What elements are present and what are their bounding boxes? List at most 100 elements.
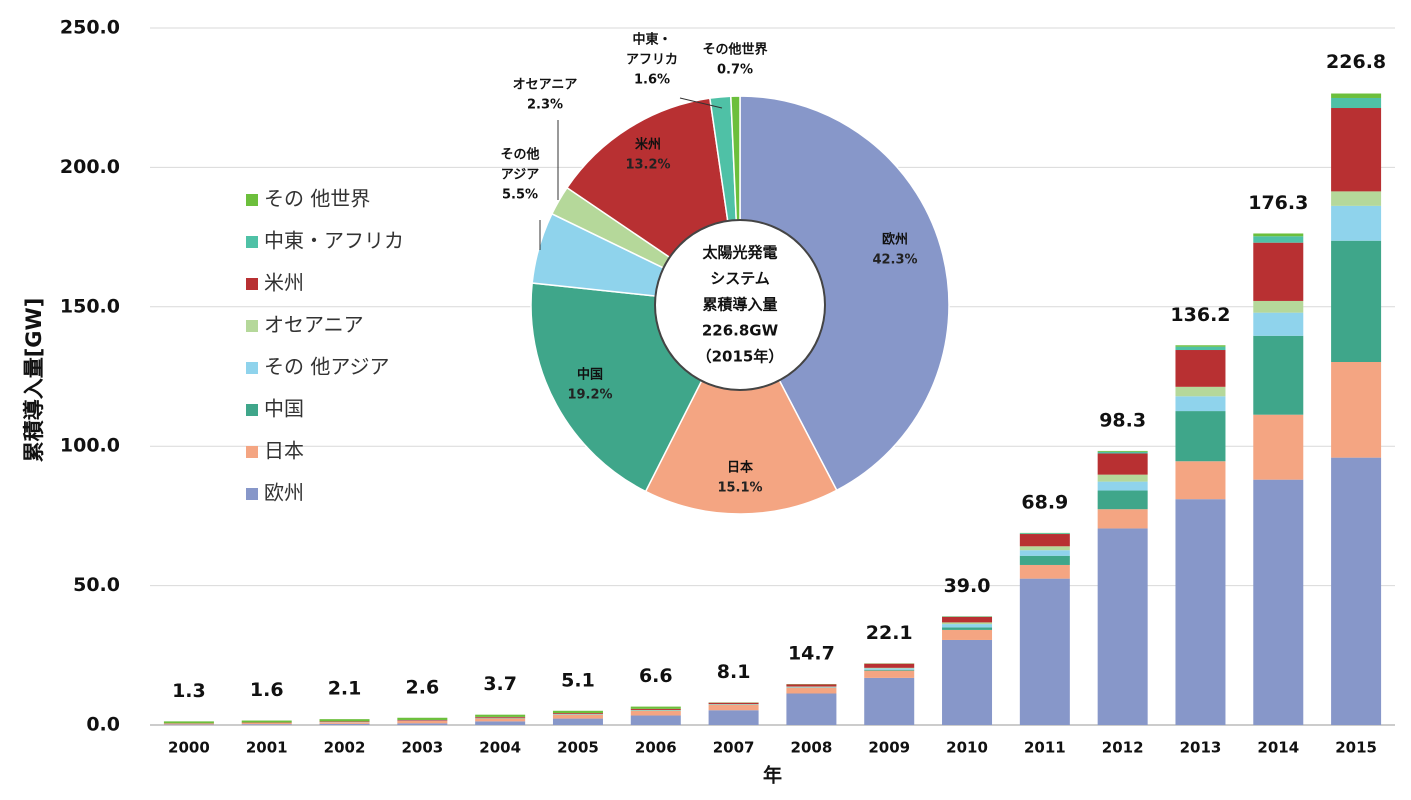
bar-segment — [1331, 457, 1382, 725]
x-tick-label: 2006 — [635, 739, 677, 757]
legend-label: 中国 — [264, 397, 304, 421]
x-tick-label: 2015 — [1335, 739, 1377, 757]
bar-segment — [864, 670, 915, 678]
x-tick-label: 2008 — [791, 739, 833, 757]
bar-segment — [942, 616, 993, 623]
total-label: 226.8 — [1326, 51, 1386, 73]
bar-segment — [552, 718, 603, 725]
bar-segment — [1019, 578, 1070, 725]
bar-segment — [1331, 97, 1382, 109]
bar-segment — [630, 710, 681, 716]
bar-segment — [864, 669, 915, 671]
bar-segment — [319, 719, 370, 722]
legend-swatch — [246, 404, 258, 416]
bar-segment — [319, 721, 370, 722]
total-label: 3.7 — [483, 673, 517, 695]
y-tick-label: 100.0 — [60, 435, 120, 457]
bar-segment — [1097, 481, 1148, 491]
bar-segment — [708, 710, 759, 725]
donut-hole — [654, 219, 826, 391]
donut-slice — [739, 95, 950, 492]
bar-segment — [1253, 300, 1304, 313]
bar-segment — [1253, 236, 1304, 243]
bar-segment — [1019, 546, 1070, 551]
legend-label: 日本 — [264, 439, 304, 463]
center-text: 累積導入量 — [702, 296, 777, 314]
total-label: 6.6 — [639, 665, 673, 687]
bar-segment — [163, 724, 214, 725]
total-label: 136.2 — [1170, 304, 1230, 326]
bar-segment — [163, 721, 214, 724]
bar-segment — [942, 629, 993, 640]
bar-segment — [1175, 461, 1226, 500]
bar-segment — [786, 686, 837, 688]
bar-segment — [475, 716, 526, 718]
bar-segment — [319, 722, 370, 724]
bar-segment — [163, 723, 214, 725]
bar-segment — [1331, 362, 1382, 458]
bar-segment — [1097, 474, 1148, 482]
legend-swatch — [246, 194, 258, 206]
bar-segment — [319, 723, 370, 725]
legend-swatch — [246, 446, 258, 458]
legend-label: 中東・アフリカ — [264, 229, 404, 253]
bar-segment — [1097, 450, 1148, 452]
bar-segment — [942, 627, 993, 630]
bar-segment — [1331, 191, 1382, 206]
x-tick-label: 2013 — [1180, 739, 1222, 757]
bar-segment — [1175, 411, 1226, 462]
bar-segment — [786, 687, 837, 694]
x-axis-title: 年 — [763, 764, 782, 787]
center-text: （2015年） — [697, 348, 784, 366]
x-tick-label: 2003 — [401, 739, 443, 757]
bar-segment — [630, 706, 681, 709]
bar-segment — [1097, 453, 1148, 475]
y-tick-label: 0.0 — [86, 714, 120, 736]
bar-segment — [1019, 564, 1070, 579]
bar-segment — [942, 622, 993, 625]
bar-segment — [1331, 240, 1382, 363]
legend-label: その 他世界 — [264, 187, 370, 211]
bar-segment — [475, 714, 526, 717]
y-tick-label: 50.0 — [73, 574, 120, 596]
slice-label: 日本 — [727, 460, 753, 476]
bar-segment — [397, 717, 448, 720]
bar-segment — [1175, 345, 1226, 347]
slice-label: その他世界 — [702, 42, 767, 58]
bar-segment — [1097, 490, 1148, 510]
slice-value: 0.7% — [717, 63, 753, 78]
legend-label: 欧州 — [264, 481, 304, 505]
bar-segment — [397, 723, 448, 725]
total-label: 22.1 — [866, 622, 913, 644]
bar-segment — [786, 693, 837, 725]
slice-label: 欧州 — [882, 232, 908, 248]
x-tick-label: 2002 — [324, 739, 366, 757]
bar-segment — [1019, 555, 1070, 565]
bar-segment — [1097, 509, 1148, 529]
slice-value: 13.2% — [625, 158, 670, 173]
leader-line — [679, 97, 723, 109]
total-label: 8.1 — [717, 661, 751, 683]
x-tick-label: 2005 — [557, 739, 599, 757]
y-tick-label: 150.0 — [60, 295, 120, 317]
slice-label: 米州 — [635, 137, 661, 153]
legend-swatch — [246, 278, 258, 290]
bar-segment — [864, 663, 915, 668]
slice-label: アジア — [501, 168, 539, 183]
x-tick-label: 2012 — [1102, 739, 1144, 757]
bar-segment — [552, 710, 603, 714]
bar-segment — [475, 721, 526, 725]
total-label: 98.3 — [1099, 409, 1146, 431]
bar-segment — [1019, 534, 1070, 547]
y-tick-label: 250.0 — [60, 17, 120, 39]
bar-segment — [397, 720, 448, 724]
slice-label: 中国 — [577, 367, 603, 383]
legend-label: 米州 — [264, 271, 304, 295]
slice-label: 中東・ — [632, 32, 671, 48]
center-text: システム — [710, 270, 770, 288]
bar-segment — [1097, 451, 1148, 454]
slice-value: 15.1% — [717, 481, 762, 496]
total-label: 2.6 — [406, 676, 440, 698]
legend-label: オセアニア — [264, 313, 364, 337]
